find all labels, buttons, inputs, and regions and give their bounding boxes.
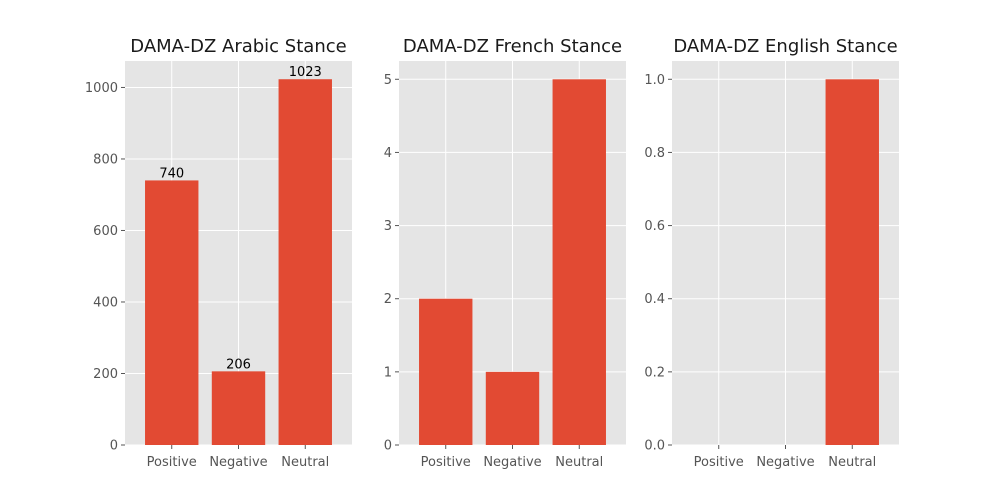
y-tick-label: 800	[93, 152, 118, 167]
x-tick-label: Neutral	[555, 455, 603, 470]
y-tick-label: 600	[93, 224, 118, 239]
chart-title: DAMA-DZ French Stance	[403, 36, 622, 57]
x-tick-label: Neutral	[828, 455, 876, 470]
y-tick-label: 0	[384, 439, 392, 454]
bar-positive	[145, 180, 199, 445]
data-label: 206	[226, 357, 251, 372]
data-label: 1023	[289, 65, 322, 80]
bar-neutral	[552, 79, 606, 446]
y-tick-label: 3	[384, 219, 392, 234]
x-tick-label: Negative	[756, 455, 814, 470]
x-tick-label: Positive	[694, 455, 744, 470]
x-tick-label: Negative	[483, 455, 541, 470]
y-tick-label: 0.4	[644, 292, 665, 307]
chart-title: DAMA-DZ Arabic Stance	[130, 36, 346, 57]
y-tick-label: 5	[384, 73, 392, 88]
y-tick-label: 0.2	[644, 365, 665, 380]
y-tick-label: 0.6	[644, 219, 665, 234]
x-tick-label: Positive	[147, 455, 197, 470]
bar-neutral	[278, 79, 332, 446]
y-tick-label: 1000	[85, 81, 118, 96]
x-tick-label: Neutral	[281, 455, 329, 470]
y-tick-label: 1.0	[644, 73, 665, 88]
y-tick-label: 0.8	[644, 146, 665, 161]
subplot-1: 740 206 1023 0 200 400 600 800 1000 Positive Negat…	[85, 36, 352, 470]
bar-positive	[419, 298, 473, 445]
y-tick-label: 400	[93, 295, 118, 310]
y-tick-label: 0.0	[644, 439, 665, 454]
subplot-2: 0 1 2 3 4 5 Positive Negative Neutral DAMA-DZ Fre…	[384, 36, 626, 470]
bar-negative	[211, 371, 266, 445]
x-tick-label: Positive	[421, 455, 471, 470]
y-tick-label: 0	[110, 439, 118, 454]
data-label: 740	[159, 166, 184, 181]
y-tick-label: 4	[384, 146, 392, 161]
bar-negative	[485, 371, 540, 445]
y-tick-label: 1	[384, 365, 392, 380]
bar-neutral	[825, 79, 879, 446]
chart-title: DAMA-DZ English Stance	[673, 36, 897, 57]
x-tick-label: Negative	[209, 455, 267, 470]
y-tick-label: 200	[93, 367, 118, 382]
y-tick-label: 2	[384, 292, 392, 307]
subplot-3: 0.0 0.2 0.4 0.6 0.8 1.0 Positive Negative Neutra…	[644, 36, 899, 470]
